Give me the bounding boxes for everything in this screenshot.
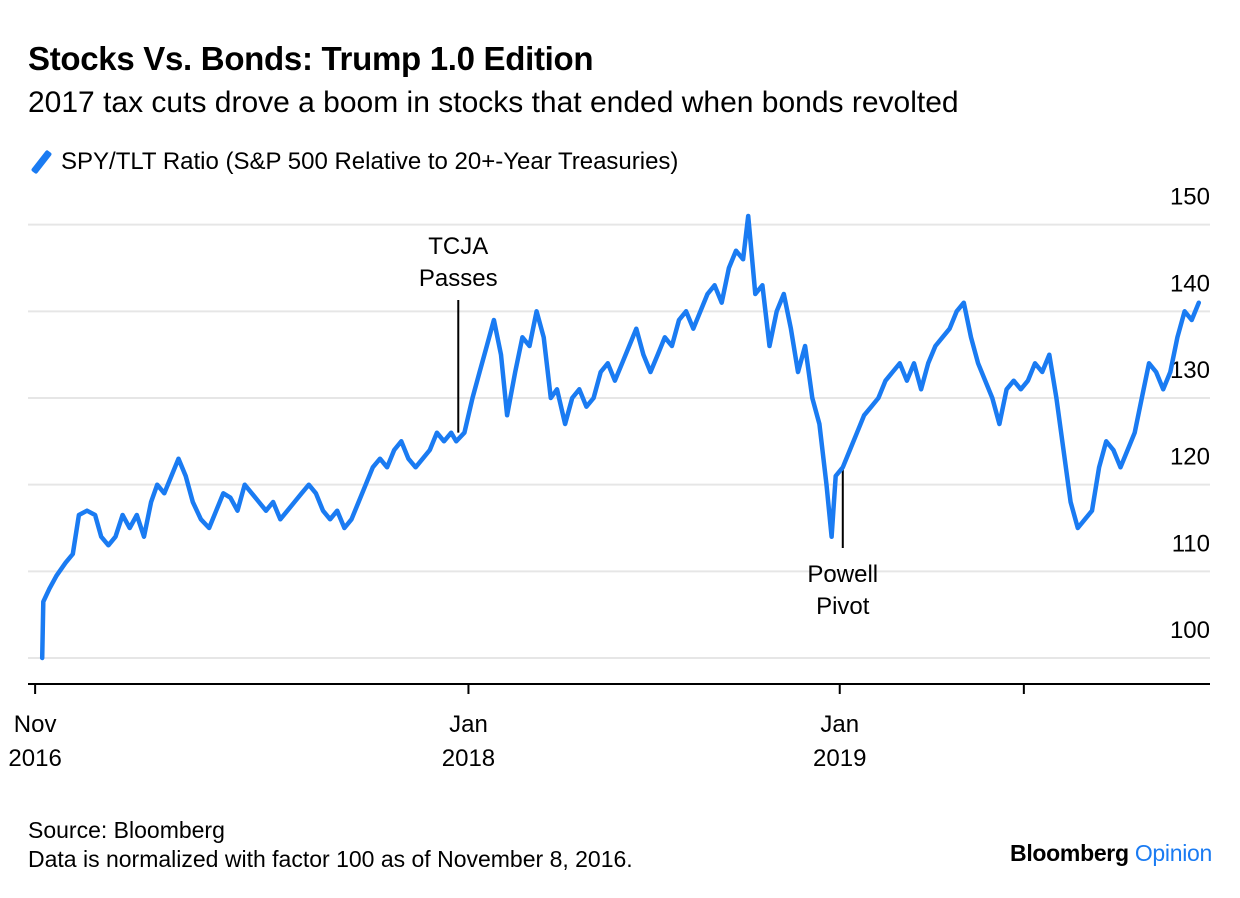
annotation-label: TCJA (428, 233, 488, 260)
y-tick-label: 120 (1170, 444, 1210, 471)
annotations: TCJA Passes Powell Pivot (419, 233, 878, 620)
y-axis: 100 110 120 130 140 150 (1170, 184, 1210, 644)
y-tick-label: 130 (1170, 357, 1210, 384)
series-line (39, 213, 1202, 661)
x-tick-label: 2019 (813, 745, 866, 772)
y-tick-label: 150 (1170, 184, 1210, 211)
chart-subtitle: 2017 tax cuts drove a boom in stocks tha… (28, 86, 959, 119)
x-tick-label: 2016 (8, 745, 61, 772)
normalization-note: Data is normalized with factor 100 as of… (28, 846, 633, 872)
brand-logo: Bloomberg Opinion (1010, 840, 1212, 867)
series (39, 213, 1202, 661)
legend-label: SPY/TLT Ratio (S&P 500 Relative to 20+-Y… (61, 148, 679, 175)
x-axis (28, 683, 1210, 694)
source-note: Source: Bloomberg (28, 817, 225, 843)
brand-main: Bloomberg (1010, 840, 1129, 866)
brand-suffix: Opinion (1134, 840, 1212, 866)
x-tick-label: Nov (14, 711, 57, 738)
legend: SPY/TLT Ratio (S&P 500 Relative to 20+-Y… (30, 148, 678, 176)
x-tick-labels: Nov 2016 Jan 2018 Jan 2019 (8, 711, 866, 772)
y-tick-label: 110 (1172, 530, 1210, 557)
x-tick-label: Jan (820, 711, 859, 738)
annotation-label: Passes (419, 265, 498, 292)
x-tick-label: Jan (449, 711, 488, 738)
x-tick-label: 2018 (442, 745, 495, 772)
footer-notes: Source: Bloomberg Data is normalized wit… (28, 816, 633, 874)
gridlines (28, 223, 1210, 659)
annotation-label: Powell (807, 561, 878, 588)
annotation-label: Pivot (816, 593, 870, 620)
y-tick-label: 140 (1170, 270, 1210, 297)
chart-title: Stocks Vs. Bonds: Trump 1.0 Edition (28, 40, 594, 77)
y-tick-label: 100 (1170, 617, 1210, 644)
